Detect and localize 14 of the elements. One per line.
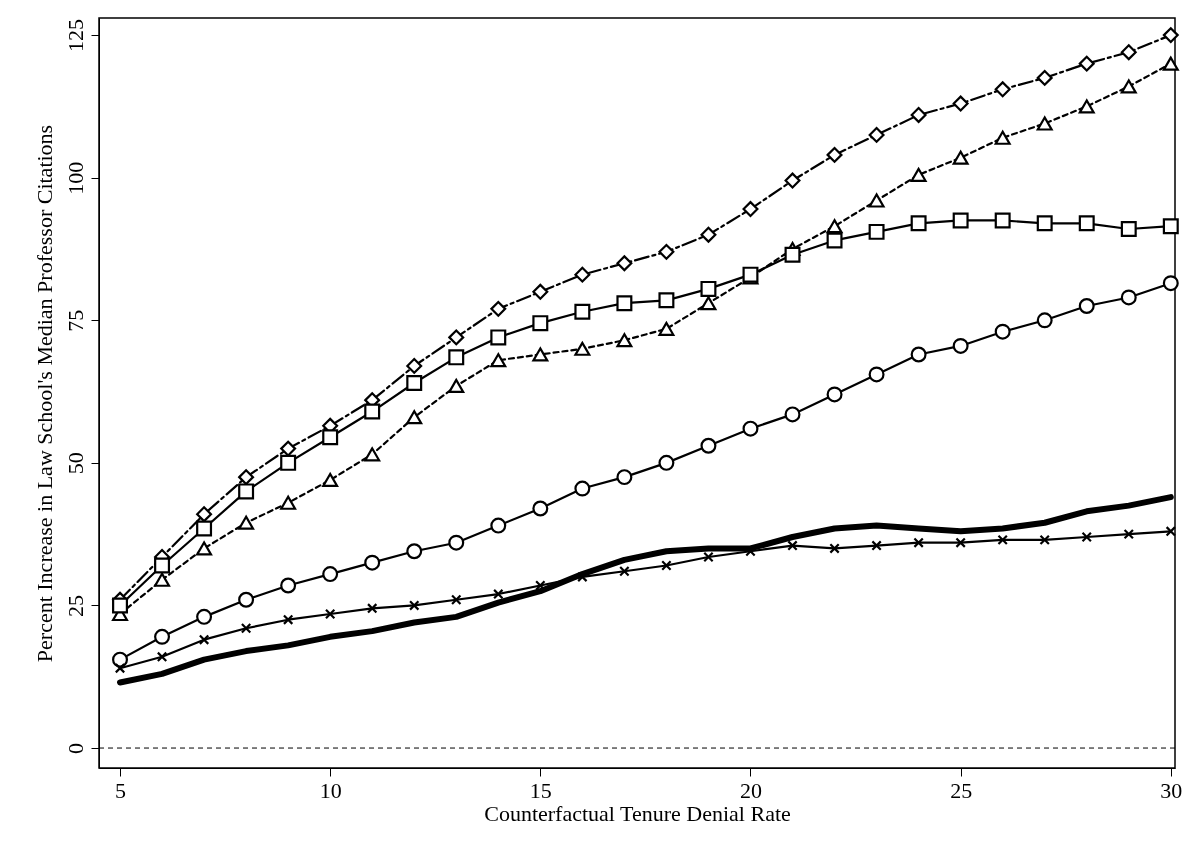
y-tick-label: 100 (62, 161, 88, 195)
x-tick-label: 10 (319, 777, 342, 803)
x-tick-label: 30 (1160, 777, 1183, 803)
y-axis-title: Percent Increase in Law School's Median Professor Citations (31, 124, 57, 663)
x-tick-label: 5 (115, 777, 127, 803)
x-axis-title: Counterfactual Tenure Denial Rate (484, 800, 791, 826)
x-tick-label: 20 (739, 777, 762, 803)
x-tick-label: 15 (529, 777, 552, 803)
y-tick-label: 0 (62, 743, 88, 755)
x-tick-label: 25 (950, 777, 973, 803)
y-tick-label: 25 (62, 594, 88, 617)
y-tick-label: 125 (62, 19, 88, 53)
y-tick-label: 75 (62, 309, 88, 332)
y-tick-label: 50 (62, 452, 88, 475)
